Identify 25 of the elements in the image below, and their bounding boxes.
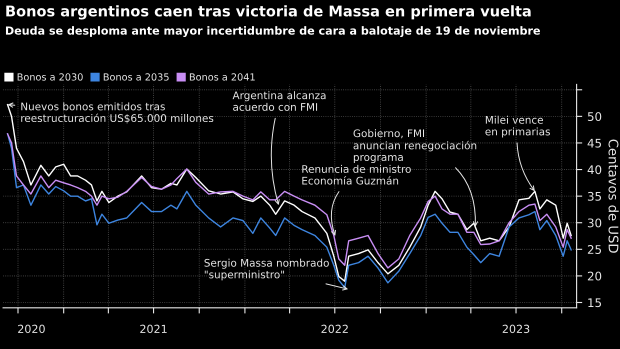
chart-subtitle: Deuda se desploma ante mayor incertidumbre de cara a balotaje de 19 de noviembre [6,26,540,38]
x-tick-label: 2023 [502,324,530,334]
annotation: Argentina alcanza acuerdo con FMI [232,91,326,111]
x-tick-label: 2020 [18,324,45,334]
y-tick-label: 15 [588,298,602,308]
y-tick-label: 35 [588,192,602,201]
annotation: Renuncia de ministro Economía Guzmán [302,164,411,185]
y-axis-title: Centavos de USD [608,139,619,253]
y-tick-label: 20 [588,272,602,281]
legend-label: Bonos a 2041 [190,73,255,81]
y-tick-label: 40 [588,165,602,174]
annotation: Milei vence en primarias [485,116,550,138]
chart-title: Bonos argentinos caen tras victoria de Massa en primera vuelta [6,5,531,20]
x-tick-label: 2022 [321,324,348,334]
line-series [6,104,572,282]
annotation: Nuevos bonos emitidos tras reestructuración US$65.000 millones [21,102,214,124]
annotation: Gobierno, FMI anuncian renegociación programa [354,129,476,164]
y-tick-label: 30 [588,218,602,228]
x-tick-label: 2021 [140,324,167,334]
y-tick-label: 45 [588,138,602,148]
annotation: Sergio Massa nombrado "superministro" [204,258,329,280]
y-tick-label: 50 [588,112,602,122]
legend-label: Bonos a 2035 [104,73,169,81]
y-tick-label: 25 [588,245,602,254]
legend-label: Bonos a 2030 [18,73,83,81]
